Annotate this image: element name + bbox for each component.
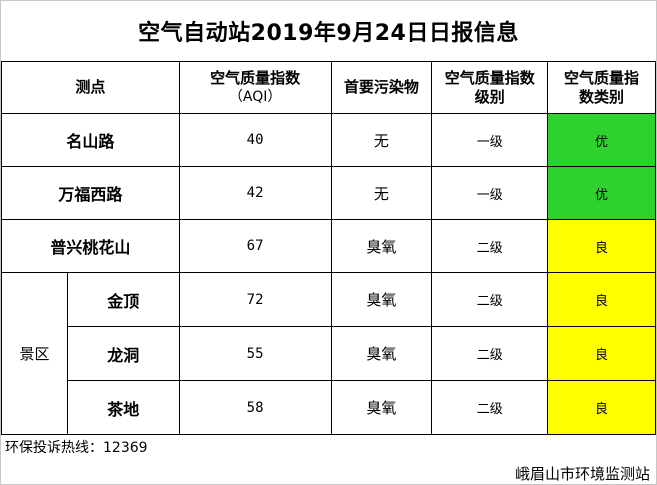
aqi-level: 二级 [431, 326, 549, 381]
header-category-line1: 空气质量指 [564, 68, 640, 87]
table-row: 万福西路 42 无 一级 优 [1, 166, 656, 220]
table-header-row: 测点 空气质量指数 （AQI） 首要污染物 空气质量指数 级别 空气质量指 数类… [1, 61, 656, 114]
primary-pollutant: 臭氧 [330, 219, 433, 273]
station-name: 金顶 [66, 272, 180, 327]
table-row: 普兴桃花山 67 臭氧 二级 良 [1, 219, 656, 273]
primary-pollutant: 无 [330, 166, 433, 220]
primary-pollutant: 无 [330, 113, 433, 167]
aqi-level: 一级 [431, 166, 549, 220]
aqi-value: 40 [178, 113, 332, 167]
station-name: 名山路 [1, 113, 180, 167]
primary-pollutant: 臭氧 [330, 272, 433, 327]
aqi-value: 55 [178, 326, 332, 381]
aqi-category: 良 [547, 219, 656, 273]
header-aqi: 空气质量指数 （AQI） [178, 61, 332, 114]
table-row: 景区 金顶 72 臭氧 二级 良 [1, 272, 656, 435]
aqi-value: 67 [178, 219, 332, 273]
organization-name: 峨眉山市环境监测站 [514, 465, 650, 483]
header-category-line2: 数类别 [579, 87, 625, 106]
aqi-value: 42 [178, 166, 332, 220]
header-station: 测点 [1, 61, 180, 114]
aqi-level: 二级 [431, 272, 549, 327]
header-level-line2: 级别 [474, 87, 505, 106]
station-name: 万福西路 [1, 166, 180, 220]
aqi-value: 58 [178, 380, 332, 435]
aqi-level: 一级 [431, 113, 549, 167]
station-name: 普兴桃花山 [1, 219, 180, 273]
scenic-group-label: 景区 [1, 272, 68, 435]
aqi-category: 良 [547, 326, 656, 381]
header-level: 空气质量指数 级别 [431, 61, 549, 114]
aqi-category: 优 [547, 166, 656, 220]
aqi-value: 72 [178, 272, 332, 327]
aqi-table: 测点 空气质量指数 （AQI） 首要污染物 空气质量指数 级别 空气质量指 数类… [1, 61, 656, 435]
header-pollutant: 首要污染物 [330, 61, 433, 114]
table-row: 龙洞 55 臭氧 二级 良 [2, 326, 656, 381]
header-aqi-line1: 空气质量指数 [210, 68, 301, 87]
aqi-category: 良 [547, 380, 656, 435]
table-row: 名山路 40 无 一级 优 [1, 113, 656, 167]
primary-pollutant: 臭氧 [330, 326, 433, 381]
complaint-hotline: 环保投诉热线：12369 [5, 440, 148, 456]
table-row: 茶地 58 臭氧 二级 良 [2, 380, 656, 435]
aqi-category: 优 [547, 113, 656, 167]
aqi-level: 二级 [431, 380, 549, 435]
header-level-line1: 空气质量指数 [444, 68, 535, 87]
header-category: 空气质量指 数类别 [547, 61, 656, 114]
aqi-level: 二级 [431, 219, 549, 273]
primary-pollutant: 臭氧 [330, 380, 433, 435]
station-name: 茶地 [66, 380, 180, 435]
header-aqi-line2: （AQI） [228, 88, 282, 105]
report-title: 空气自动站2019年9月24日日报信息 [138, 21, 519, 46]
aqi-category: 良 [547, 272, 656, 327]
station-name: 龙洞 [66, 326, 180, 381]
